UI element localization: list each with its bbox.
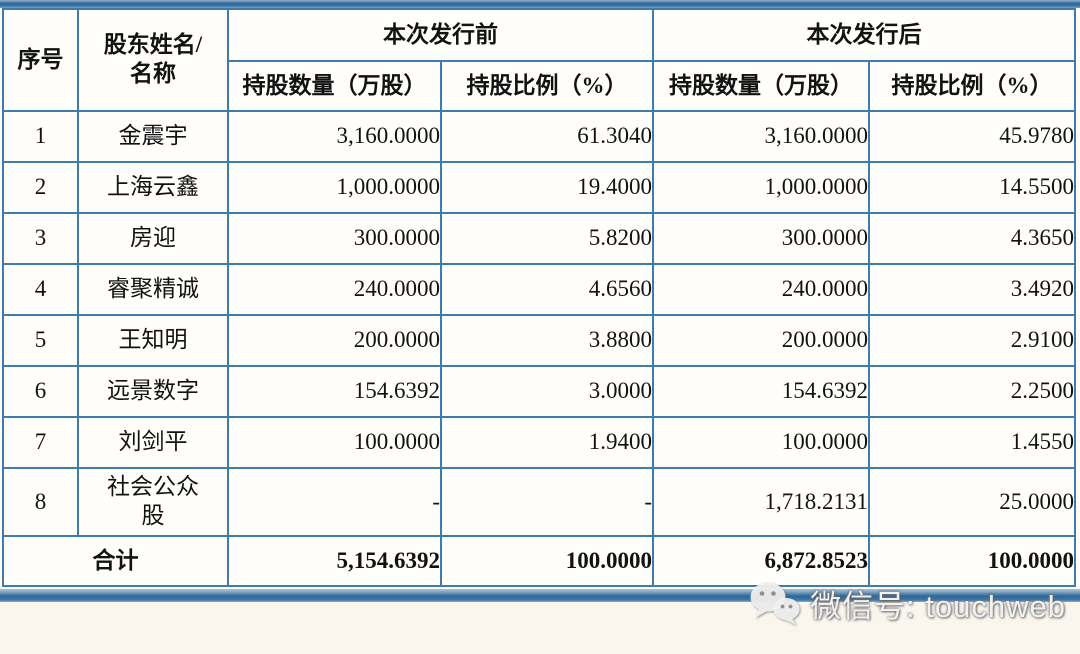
header-col-name: 股东姓名/ 名称: [77, 8, 229, 112]
total-pre-pct: 100.0000: [440, 535, 654, 587]
wechat-id-text: 微信号: touchweb: [810, 588, 1066, 624]
header-group-post-issue: 本次发行后: [652, 8, 1076, 62]
total-label: 合计: [2, 535, 229, 587]
cell-no: 6: [2, 365, 79, 418]
cell-shareholder-name: 王知明: [77, 314, 229, 367]
cell-pre-qty: 1,000.0000: [227, 161, 442, 214]
cell-no: 4: [2, 263, 79, 316]
cell-no: 5: [2, 314, 79, 367]
cell-shareholder-name: 刘剑平: [77, 416, 229, 469]
cell-post-pct: 1.4550: [868, 416, 1076, 469]
cell-pre-pct: -: [440, 467, 654, 537]
cell-post-qty: 200.0000: [652, 314, 870, 367]
header-post-qty: 持股数量（万股）: [652, 60, 870, 112]
cell-post-pct: 45.9780: [868, 110, 1076, 163]
cell-shareholder-name: 上海云鑫: [77, 161, 229, 214]
cell-post-pct: 2.9100: [868, 314, 1076, 367]
cell-pre-pct: 61.3040: [440, 110, 654, 163]
cell-no: 8: [2, 467, 79, 537]
header-pre-qty: 持股数量（万股）: [227, 60, 442, 112]
table-row: 1 金震宇 3,160.0000 61.3040 3,160.0000 45.9…: [2, 110, 1076, 163]
cell-shareholder-name: 远景数字: [77, 365, 229, 418]
total-row: 合计 5,154.6392 100.0000 6,872.8523 100.00…: [2, 535, 1076, 587]
cell-no: 3: [2, 212, 79, 265]
cell-shareholder-name: 金震宇: [77, 110, 229, 163]
cell-post-pct: 2.2500: [868, 365, 1076, 418]
cell-pre-pct: 19.4000: [440, 161, 654, 214]
cell-post-qty: 100.0000: [652, 416, 870, 469]
total-post-qty: 6,872.8523: [652, 535, 870, 587]
table-row: 4 睿聚精诚 240.0000 4.6560 240.0000 3.4920: [2, 263, 1076, 316]
cell-post-pct: 3.4920: [868, 263, 1076, 316]
top-accent-bar: [0, 0, 1080, 8]
cell-post-qty: 300.0000: [652, 212, 870, 265]
cell-pre-pct: 3.0000: [440, 365, 654, 418]
cell-pre-qty: 300.0000: [227, 212, 442, 265]
cell-pre-qty: 100.0000: [227, 416, 442, 469]
total-post-pct: 100.0000: [868, 535, 1076, 587]
table-row: 3 房迎 300.0000 5.8200 300.0000 4.3650: [2, 212, 1076, 265]
cell-pre-pct: 4.6560: [440, 263, 654, 316]
cell-post-qty: 1,718.2131: [652, 467, 870, 537]
table-row: 2 上海云鑫 1,000.0000 19.4000 1,000.0000 14.…: [2, 161, 1076, 214]
header-post-pct: 持股比例（%）: [868, 60, 1076, 112]
wechat-watermark: 微信号: touchweb: [748, 580, 1066, 626]
header-pre-pct: 持股比例（%）: [440, 60, 654, 112]
bottom-accent-bar: [0, 589, 1080, 602]
wechat-icon: [748, 580, 802, 626]
cell-post-pct: 14.5500: [868, 161, 1076, 214]
cell-pre-qty: -: [227, 467, 442, 537]
cell-no: 7: [2, 416, 79, 469]
header-group-pre-issue: 本次发行前: [227, 8, 654, 62]
table-row: 6 远景数字 154.6392 3.0000 154.6392 2.2500: [2, 365, 1076, 418]
cell-post-qty: 240.0000: [652, 263, 870, 316]
cell-pre-pct: 1.9400: [440, 416, 654, 469]
cell-post-pct: 25.0000: [868, 467, 1076, 537]
shareholders-table: 序号 股东姓名/ 名称 本次发行前 本次发行后 持股数量（万股） 持股比例（%）…: [2, 8, 1076, 587]
cell-post-qty: 3,160.0000: [652, 110, 870, 163]
table-row: 7 刘剑平 100.0000 1.9400 100.0000 1.4550: [2, 416, 1076, 469]
cell-no: 1: [2, 110, 79, 163]
cell-post-pct: 4.3650: [868, 212, 1076, 265]
total-pre-qty: 5,154.6392: [227, 535, 442, 587]
footer-background: [0, 602, 1080, 654]
table-row: 5 王知明 200.0000 3.8800 200.0000 2.9100: [2, 314, 1076, 367]
cell-pre-qty: 240.0000: [227, 263, 442, 316]
cell-shareholder-name: 睿聚精诚: [77, 263, 229, 316]
cell-shareholder-name: 房迎: [77, 212, 229, 265]
cell-post-qty: 1,000.0000: [652, 161, 870, 214]
cell-pre-pct: 3.8800: [440, 314, 654, 367]
header-col-no: 序号: [2, 8, 79, 112]
table-row: 8 社会公众 股 - - 1,718.2131 25.0000: [2, 467, 1076, 537]
cell-pre-qty: 200.0000: [227, 314, 442, 367]
cell-pre-pct: 5.8200: [440, 212, 654, 265]
cell-post-qty: 154.6392: [652, 365, 870, 418]
cell-no: 2: [2, 161, 79, 214]
cell-shareholder-name: 社会公众 股: [77, 467, 229, 537]
cell-pre-qty: 154.6392: [227, 365, 442, 418]
cell-pre-qty: 3,160.0000: [227, 110, 442, 163]
